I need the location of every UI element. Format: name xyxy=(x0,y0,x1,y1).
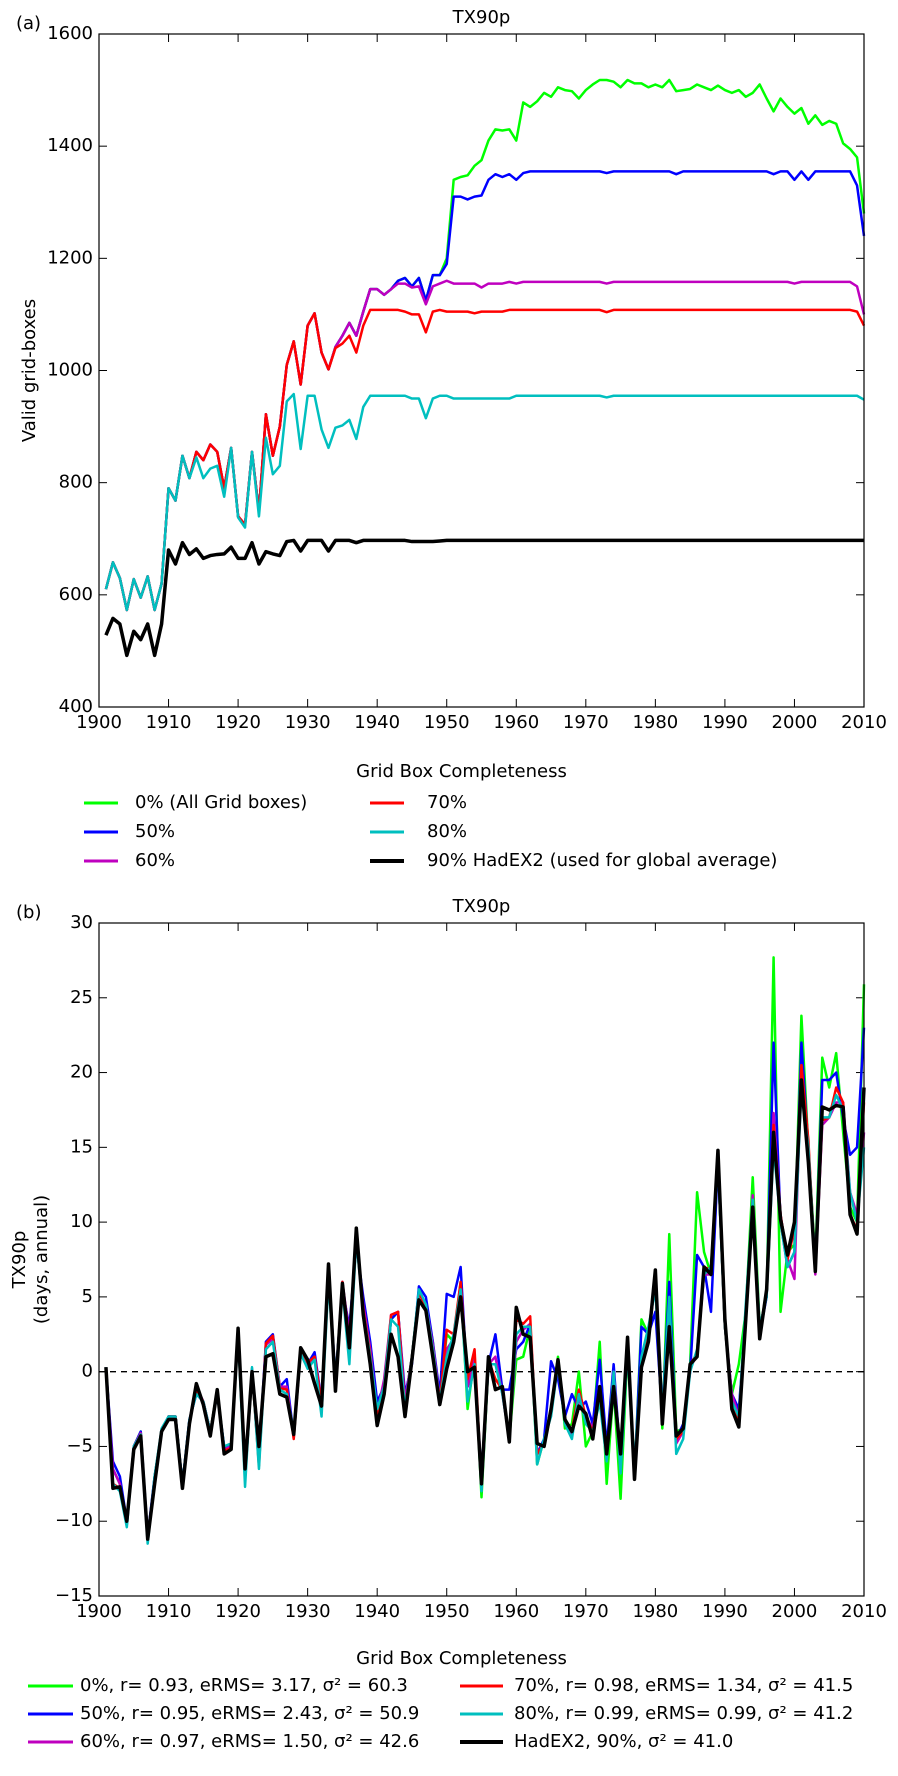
plot-frame xyxy=(98,922,865,1597)
x-tick-label: 2010 xyxy=(841,1601,887,1622)
y-tick-label: −15 xyxy=(55,1585,93,1606)
series-line xyxy=(104,392,865,612)
x-tick-label: 1970 xyxy=(563,1601,609,1622)
y-tick-label: 400 xyxy=(59,696,93,717)
series-line xyxy=(104,170,866,612)
x-tick-label: 1950 xyxy=(424,1601,470,1622)
x-tick-label: 2000 xyxy=(772,1601,818,1622)
x-tick-label: 1900 xyxy=(76,712,122,733)
y-tick-label: 600 xyxy=(59,584,93,605)
legend-label: 70%, r= 0.98, eRMS= 1.34, σ² = 41.5 xyxy=(514,1675,853,1696)
y-tick-label: −10 xyxy=(55,1510,93,1531)
x-tick-label: 1990 xyxy=(702,712,748,733)
x-tick-label: 1930 xyxy=(285,712,331,733)
x-tick-label: 1980 xyxy=(632,1601,678,1622)
y-tick-label: 10 xyxy=(70,1211,93,1232)
y-tick-label: 1000 xyxy=(47,360,93,381)
legend-label: 80% xyxy=(427,821,467,842)
x-tick-label: 1970 xyxy=(563,712,609,733)
series-line xyxy=(104,1063,866,1542)
y-axis-label: Valid grid-boxes xyxy=(19,299,40,442)
panel-label: (b) xyxy=(16,902,41,923)
legend-label: 60% xyxy=(135,850,175,871)
legend-label: 60%, r= 0.97, eRMS= 1.50, σ² = 42.6 xyxy=(80,1731,419,1752)
legend-label: 50%, r= 0.95, eRMS= 2.43, σ² = 50.9 xyxy=(80,1703,419,1724)
chart-title: TX90p xyxy=(452,896,511,917)
x-tick-label: 1980 xyxy=(632,712,678,733)
panel-label: (a) xyxy=(16,13,41,34)
legend-label: HadEX2, 90%, σ² = 41.0 xyxy=(514,1731,733,1752)
x-tick-label: 1900 xyxy=(76,1601,122,1622)
legend-label: 70% xyxy=(427,792,467,813)
x-tick-label: 1960 xyxy=(493,712,539,733)
x-tick-label: 1920 xyxy=(215,712,261,733)
x-tick-label: 2010 xyxy=(841,712,887,733)
x-tick-label: 1940 xyxy=(354,1601,400,1622)
x-tick-label: 2000 xyxy=(772,712,818,733)
x-tick-label: 1950 xyxy=(424,712,470,733)
legend-label: 90% HadEX2 (used for global average) xyxy=(427,850,777,871)
x-tick-label: 1910 xyxy=(146,712,192,733)
series-line xyxy=(104,1086,866,1545)
x-tick-label: 1940 xyxy=(354,712,400,733)
y-tick-label: 1200 xyxy=(47,247,93,268)
y-tick-label: 5 xyxy=(82,1286,93,1307)
y-tick-label: 20 xyxy=(70,1062,93,1083)
y-axis-label: TX90p xyxy=(9,1231,30,1290)
legend-label: 0% (All Grid boxes) xyxy=(135,792,307,813)
y-tick-label: 1400 xyxy=(47,135,93,156)
x-tick-label: 1910 xyxy=(146,1601,192,1622)
legend-label: 0%, r= 0.93, eRMS= 3.17, σ² = 60.3 xyxy=(80,1675,408,1696)
y-tick-label: 30 xyxy=(70,912,93,933)
series-line xyxy=(104,78,866,612)
y-tick-label: 15 xyxy=(70,1136,93,1157)
legend-title: Grid Box Completeness xyxy=(356,1648,567,1669)
y-tick-label: 1600 xyxy=(47,23,93,44)
y-tick-label: 800 xyxy=(59,472,93,493)
series-line xyxy=(104,308,866,612)
legend-label: 80%, r= 0.99, eRMS= 0.99, σ² = 41.2 xyxy=(514,1703,853,1724)
series-line xyxy=(104,279,866,612)
legend-label: 50% xyxy=(135,821,175,842)
series-line xyxy=(104,538,864,658)
x-tick-label: 1930 xyxy=(285,1601,331,1622)
series-line xyxy=(104,1078,866,1541)
y-axis-label: (days, annual) xyxy=(31,1195,52,1324)
chart-title: TX90p xyxy=(452,7,511,28)
y-tick-label: 25 xyxy=(70,987,93,1008)
y-tick-label: 0 xyxy=(82,1361,93,1382)
legend-title: Grid Box Completeness xyxy=(356,761,567,782)
series-line xyxy=(104,1027,866,1538)
x-tick-label: 1920 xyxy=(215,1601,261,1622)
plot-frame xyxy=(98,33,865,708)
x-tick-label: 1960 xyxy=(493,1601,539,1622)
series-line xyxy=(104,1063,866,1542)
y-tick-label: −5 xyxy=(66,1435,93,1456)
x-tick-label: 1990 xyxy=(702,1601,748,1622)
